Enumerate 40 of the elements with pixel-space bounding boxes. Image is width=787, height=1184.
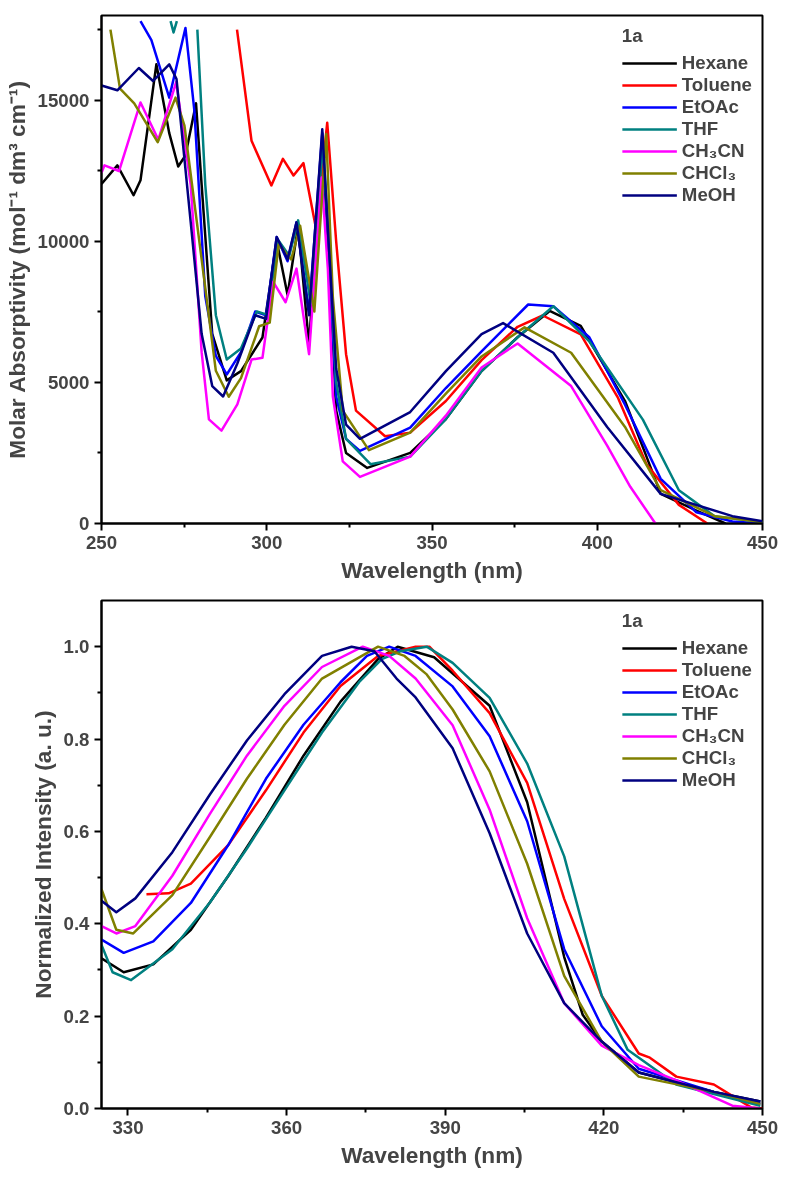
y-tick-label: 15000 — [37, 89, 90, 111]
legend-title: 1a — [621, 25, 644, 47]
legend-label: THF — [681, 118, 719, 140]
y-axis-title: Molar Absorptivity (mol⁻¹ dm³ cm⁻¹) — [3, 81, 30, 459]
legend-label: MeOH — [681, 769, 736, 791]
y-tick-label: 0.0 — [63, 1098, 90, 1119]
x-tick-label: 250 — [85, 531, 118, 553]
y-tick-label: 0.8 — [63, 728, 90, 750]
legend-label: EtOAc — [681, 681, 739, 703]
legend-title: 1a — [621, 610, 644, 632]
legend-label: Hexane — [681, 52, 749, 74]
legend-label: CHCl₃ — [681, 162, 737, 184]
y-tick-label: 1.0 — [63, 636, 90, 658]
x-tick-label: 400 — [581, 531, 613, 553]
legend-label: Toluene — [681, 74, 752, 96]
x-tick-label: 450 — [746, 1116, 779, 1138]
x-tick-label: 350 — [416, 531, 448, 553]
x-tick-label: 420 — [588, 1116, 620, 1138]
legend-label: CHCl₃ — [681, 747, 737, 769]
y-tick-label: 0.4 — [63, 913, 91, 935]
y-tick-label: 0 — [79, 513, 90, 534]
legend-label: EtOAc — [681, 96, 739, 118]
y-tick-label: 0.6 — [63, 820, 90, 842]
legend-label: Toluene — [681, 659, 752, 681]
x-tick-label: 360 — [271, 1116, 303, 1138]
x-axis-title: Wavelength (nm) — [341, 1141, 523, 1168]
x-tick-label: 390 — [429, 1116, 461, 1138]
legend-label: CH₃CN — [681, 140, 745, 162]
y-tick-label: 0.2 — [63, 1005, 90, 1027]
x-tick-label: 450 — [746, 531, 779, 553]
y-axis-title: Normalized Intensity (a. u.) — [29, 710, 56, 999]
legend-label: MeOH — [681, 184, 736, 206]
x-tick-label: 300 — [251, 531, 283, 553]
legend-label: CH₃CN — [681, 725, 745, 747]
legend-label: Hexane — [681, 637, 749, 659]
x-axis-title: Wavelength (nm) — [341, 556, 523, 583]
legend-label: THF — [681, 703, 719, 725]
y-tick-label: 5000 — [48, 371, 90, 393]
y-tick-label: 10000 — [37, 230, 90, 252]
x-tick-label: 330 — [112, 1116, 144, 1138]
